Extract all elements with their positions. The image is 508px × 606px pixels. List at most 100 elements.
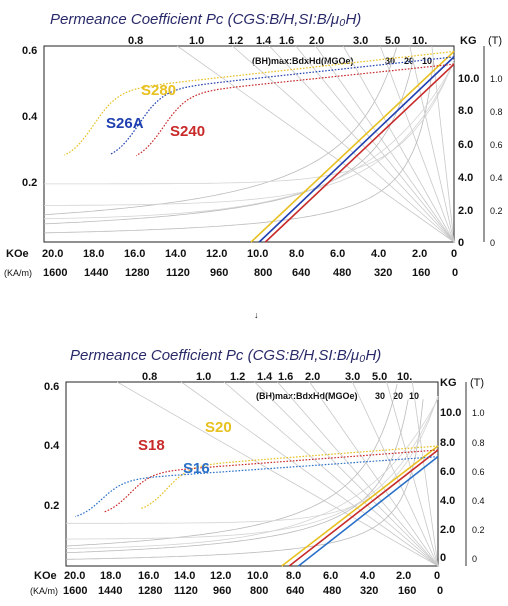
y-left-tick-label: 0.6 [22, 45, 37, 57]
kam-tick-label: 160 [412, 267, 430, 279]
kg-tick-label: 10.0 [440, 407, 461, 419]
pc-tick-label: 10. [412, 35, 427, 47]
permeance-line [409, 45, 455, 243]
pc-tick-label: 0.8 [142, 371, 157, 383]
bhmax-hyperbola [43, 47, 397, 216]
koe-tick-label: 2.0 [412, 248, 427, 260]
permeance-line [177, 45, 455, 243]
reference-curve [43, 61, 455, 206]
kam-tick-label: 1280 [125, 267, 149, 279]
tesla-tick-label: 0 [490, 238, 495, 248]
bhmax-label: (BH)max:BdxHd(MGOe) [252, 56, 354, 66]
y-tesla-axis-label: (T) [470, 377, 484, 389]
intrinsic-curve-s26a [110, 56, 455, 155]
pc-tick-label: 0.8 [128, 35, 143, 47]
chart-title: Permeance Coefficient Pc (CGS:B/H,SI:B/μ… [70, 347, 381, 364]
chart-title: Permeance Coefficient Pc (CGS:B/H,SI:B/μ… [50, 11, 361, 28]
pc-tick-label: 2.0 [305, 371, 320, 383]
kam-tick-label: 480 [333, 267, 351, 279]
koe-tick-label: 2.0 [396, 570, 411, 582]
kg-tick-label: 8.0 [440, 437, 455, 449]
kam-tick-label: 640 [292, 267, 310, 279]
kam-tick-label: 1120 [166, 267, 190, 279]
pc-tick-label: 1.2 [228, 35, 243, 47]
kg-tick-label: 8.0 [458, 105, 473, 117]
y-left-tick-label: 0.2 [44, 500, 59, 512]
tesla-tick-label: 0.8 [490, 107, 503, 117]
normal-curve-s26a [258, 56, 455, 243]
kg-tick-label: 0 [458, 237, 464, 249]
series-label-s26a: S26A [106, 115, 144, 132]
koe-tick-label: 8.0 [286, 570, 301, 582]
kam-tick-label: 960 [210, 267, 228, 279]
koe-tick-label: 20.0 [64, 570, 85, 582]
y-tesla-axis-label: (T) [488, 35, 502, 47]
koe-tick-label: 10.0 [247, 248, 268, 260]
x-koe-axis-label: KOe [6, 248, 29, 260]
koe-tick-label: 10.0 [247, 570, 268, 582]
koe-tick-label: 20.0 [42, 248, 63, 260]
pc-tick-label: 5.0 [385, 35, 400, 47]
tesla-tick-labels: 1.0 0.8 0.6 0.4 0.2 0 [472, 408, 485, 564]
kg-tick-labels: 10.0 8.0 6.0 4.0 2.0 0 [458, 73, 479, 249]
kg-tick-label: 10.0 [458, 73, 479, 85]
bhmax-label: (BH)max:BdxHd(MGOe) [256, 391, 358, 401]
pc-tick-label: 2.0 [309, 35, 324, 47]
kg-tick-label: 6.0 [440, 466, 455, 478]
intrinsic-curve-s16 [75, 456, 439, 518]
separator-arrow: ↓ [254, 310, 259, 320]
koe-tick-label: 4.0 [360, 570, 375, 582]
demagnetization-chart-bottom: Permeance Coefficient Pc (CGS:B/H,SI:B/μ… [30, 347, 485, 597]
bhmax-hyperbola [65, 384, 398, 547]
normal-curve-s20 [281, 445, 439, 567]
series-label-s20: S20 [205, 419, 232, 436]
pc-tick-label: 1.2 [230, 371, 245, 383]
x-koe-axis-label: KOe [34, 570, 57, 582]
y-left-tick-label: 0.2 [22, 177, 37, 189]
tesla-tick-label: 0.2 [472, 525, 485, 535]
tesla-tick-label: 1.0 [472, 408, 485, 418]
y-left-tick-label: 0.4 [22, 111, 38, 123]
series-label-s280: S280 [141, 82, 176, 99]
permeance-line [411, 381, 439, 567]
curve-layer [43, 45, 455, 243]
kam-tick-label: 0 [437, 585, 443, 597]
demagnetization-chart-top: Permeance Coefficient Pc (CGS:B/H,SI:B/μ… [4, 11, 503, 279]
kam-tick-label: 960 [213, 585, 231, 597]
kam-tick-label: 1280 [138, 585, 162, 597]
kam-tick-label: 1600 [43, 267, 67, 279]
pc-tick-label: 1.0 [196, 371, 211, 383]
kam-tick-label: 1440 [98, 585, 122, 597]
x-kam-axis-label: (KA/m) [30, 586, 58, 596]
kam-tick-label: 1120 [174, 585, 198, 597]
pc-tick-label: 1.0 [189, 35, 204, 47]
bhmax-hyperbola [65, 399, 409, 554]
plot-frame [43, 45, 455, 243]
koe-tick-label: 6.0 [323, 570, 338, 582]
kg-tick-label: 0 [440, 552, 446, 564]
permeance-line [386, 381, 439, 567]
tesla-tick-label: 0.6 [472, 467, 485, 477]
kg-tick-label: 4.0 [440, 495, 455, 507]
kam-tick-label: 640 [286, 585, 304, 597]
y-left-tick-label: 0.6 [44, 381, 59, 393]
kg-tick-label: 6.0 [458, 139, 473, 151]
normal-curve-s280 [250, 50, 455, 243]
tesla-tick-label: 0.4 [472, 496, 485, 506]
permeance-line [342, 45, 455, 243]
permeance-line [379, 45, 455, 243]
y-kg-axis-label: KG [440, 377, 457, 389]
y-kg-axis-label: KG [460, 35, 477, 47]
koe-tick-label: 4.0 [371, 248, 386, 260]
normal-curve-s240 [264, 63, 455, 243]
koe-tick-label: 6.0 [330, 248, 345, 260]
x-kam-axis-label: (KA/m) [4, 268, 32, 278]
reference-curve [44, 59, 455, 185]
curve-layer [65, 381, 439, 567]
tesla-tick-label: 0.4 [490, 173, 503, 183]
reference-curve [65, 397, 439, 540]
kam-tick-label: 1600 [63, 585, 87, 597]
permeance-line [431, 45, 455, 243]
kam-tick-labels: 1600 1440 1280 1120 960 800 640 480 320 … [43, 267, 458, 279]
